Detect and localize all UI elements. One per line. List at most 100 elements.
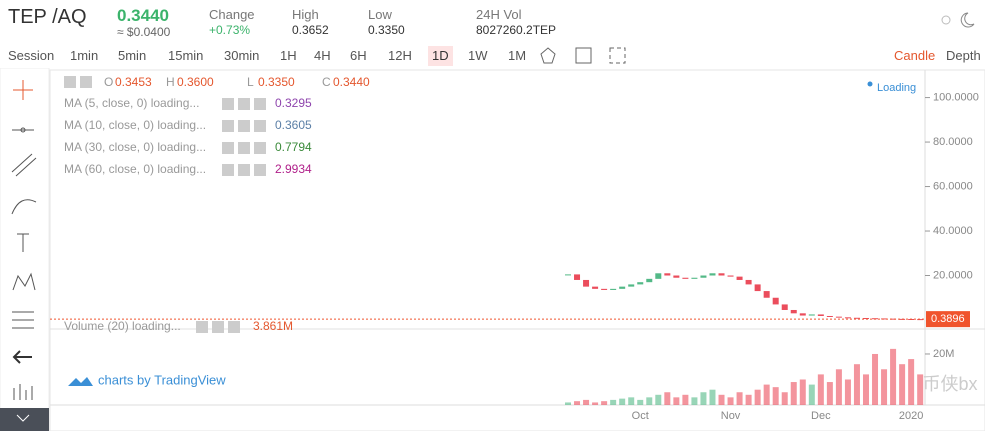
moon-icon[interactable] [960, 12, 975, 28]
interval-tab[interactable]: 1W [468, 48, 488, 63]
tool-icons [540, 47, 626, 64]
ohlc-label: L [247, 75, 254, 89]
candle [700, 275, 707, 278]
ohlc-value: 0.3350 [258, 75, 295, 89]
text-icon[interactable] [17, 233, 29, 252]
trend-icon[interactable] [11, 153, 37, 177]
candle [718, 273, 725, 276]
volume-bar [682, 394, 689, 405]
indicator-button[interactable] [254, 164, 266, 176]
x-tick-label: Nov [721, 410, 741, 422]
volume-bar [890, 348, 897, 405]
volume-bar [790, 382, 797, 405]
theme-toggle[interactable] [938, 10, 978, 30]
volume-button[interactable] [196, 321, 208, 333]
chart-icon[interactable] [13, 384, 33, 400]
stat-label: 24H Vol [476, 7, 522, 22]
indicator-button[interactable] [222, 120, 234, 132]
indicator-name: MA (10, close, 0) loading... [64, 118, 206, 132]
volume-bar [872, 353, 879, 405]
volume-bar [745, 394, 752, 405]
indicator-button[interactable] [222, 142, 234, 154]
interval-tab[interactable]: 4H [314, 48, 331, 63]
candle [646, 278, 653, 283]
candle [736, 276, 743, 280]
candle [574, 274, 581, 280]
candle [628, 284, 635, 287]
candle [673, 275, 680, 278]
x-tick-label: Oct [632, 410, 649, 422]
volume-bar [781, 392, 788, 405]
indicator-icon[interactable] [540, 47, 556, 64]
interval-tab[interactable]: 1D [428, 46, 453, 66]
interval-tab[interactable]: 30min [224, 48, 260, 63]
stat-value: 0.3652 [292, 23, 329, 37]
screenshot-icon[interactable] [609, 47, 626, 64]
interval-tab[interactable]: 1M [508, 48, 527, 63]
collapse-icon[interactable] [16, 414, 30, 422]
stat-value: +0.73% [209, 23, 251, 37]
interval-tab[interactable]: Session [8, 48, 55, 63]
chart-type-tab[interactable]: Candle [894, 48, 936, 63]
back-icon[interactable] [12, 350, 32, 364]
candle [709, 273, 716, 276]
candle [799, 313, 806, 316]
ohlc-label: C [322, 75, 331, 89]
volume-bar [601, 401, 608, 405]
volume-button[interactable] [212, 321, 224, 333]
price-usd: ≈ $0.0400 [117, 25, 171, 39]
brush-icon[interactable] [11, 199, 37, 215]
candle [917, 319, 924, 321]
indicator-value: 2.9934 [275, 162, 312, 176]
watermark: 币侠bx [922, 374, 977, 394]
volume-bar [826, 382, 833, 405]
fib-icon[interactable] [12, 311, 34, 329]
volume-bar [592, 402, 599, 405]
volume-bar [862, 374, 869, 405]
volume-bar [655, 394, 662, 405]
indicator-button[interactable] [254, 98, 266, 110]
interval-tab[interactable]: 15min [168, 48, 204, 63]
indicator-button[interactable] [254, 142, 266, 154]
interval-tab[interactable]: 1min [70, 48, 99, 63]
legend-icon [80, 76, 92, 88]
indicator-button[interactable] [238, 142, 250, 154]
interval-tab[interactable]: 12H [388, 48, 412, 63]
interval-tab[interactable]: 6H [350, 48, 367, 63]
volume-bar [565, 402, 571, 405]
indicator-button[interactable] [238, 120, 250, 132]
volume-bar [763, 384, 770, 405]
volume-bar [727, 397, 734, 405]
volume-bar [835, 369, 842, 405]
chart-type-tab[interactable]: Depth [946, 48, 981, 63]
volume-tick-label: 20M [933, 348, 954, 360]
stat-label: High [292, 7, 319, 22]
volume-bar [772, 387, 779, 405]
candle [790, 309, 797, 314]
ohlc-value: 0.3600 [177, 75, 214, 89]
interval-tab[interactable]: 1H [280, 48, 297, 63]
pattern-icon[interactable] [12, 272, 36, 291]
volume-button[interactable] [228, 321, 240, 333]
indicator-button[interactable] [238, 164, 250, 176]
volume-bar [799, 379, 806, 405]
interval-tab[interactable]: 5min [118, 48, 147, 63]
indicator-button[interactable] [238, 98, 250, 110]
volume-bar [718, 394, 725, 405]
candle [745, 279, 752, 285]
indicator-button[interactable] [254, 120, 266, 132]
indicator-button[interactable] [222, 164, 234, 176]
x-tick-label: 2020 [899, 410, 923, 422]
sun-icon[interactable] [941, 15, 951, 25]
indicator-button[interactable] [222, 98, 234, 110]
y-tick-label: 20.0000 [933, 269, 973, 281]
volume-bar [700, 392, 707, 405]
draw-icon[interactable] [575, 47, 592, 64]
legend-icon [64, 76, 76, 88]
last-price-label: 0.3896 [931, 313, 965, 325]
stat-label: Change [209, 7, 255, 22]
volume-bar [619, 398, 626, 405]
y-tick-label: 100.0000 [933, 91, 979, 103]
crosshair-icon[interactable] [13, 80, 33, 100]
candle [754, 284, 761, 292]
